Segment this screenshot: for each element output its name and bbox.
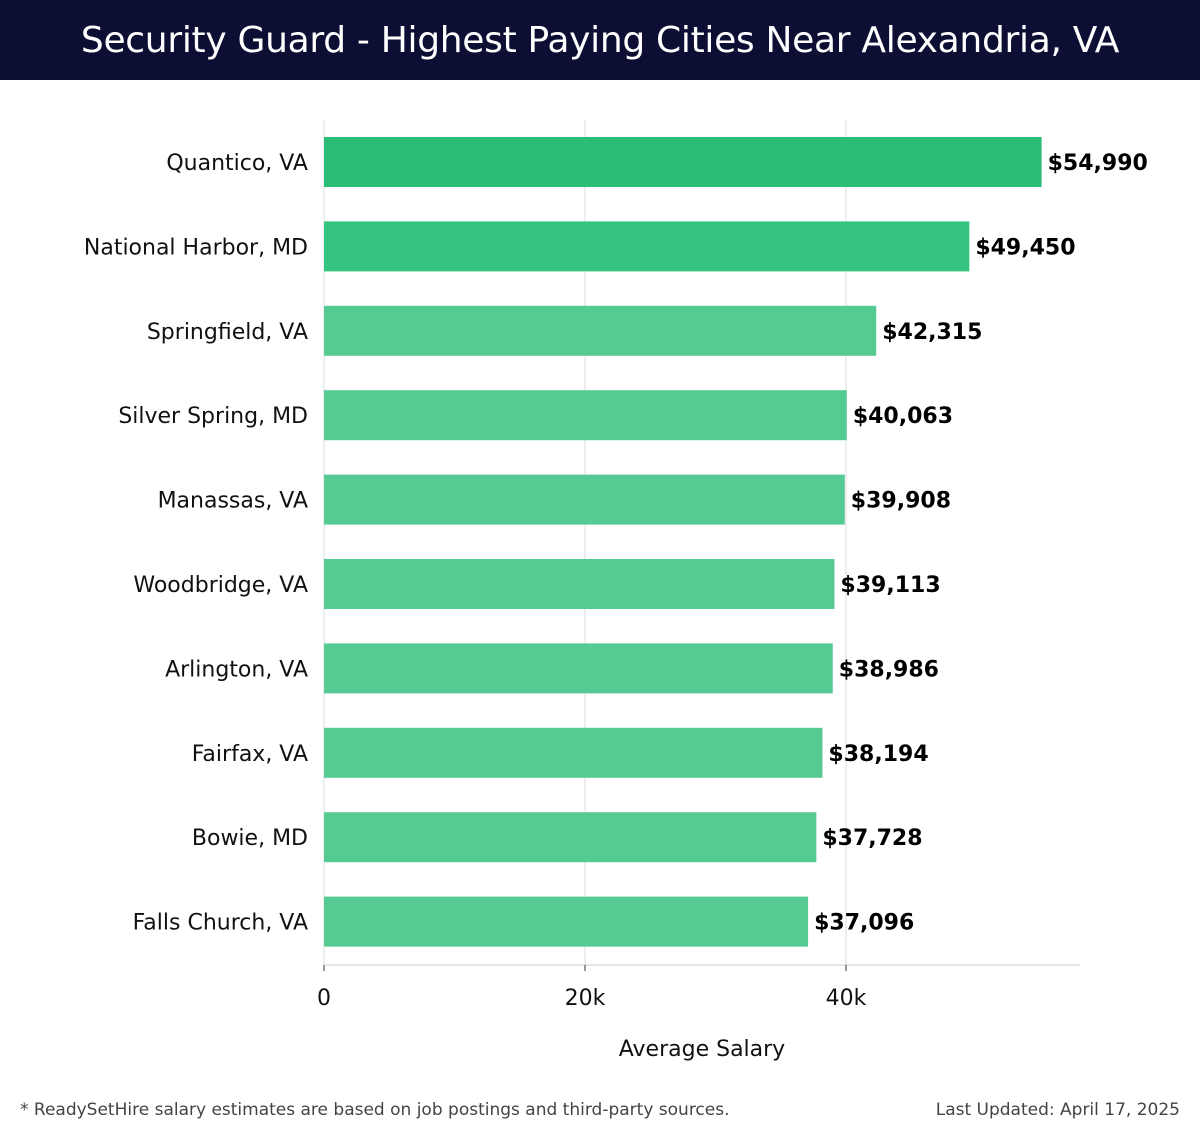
category-label: Manassas, VA bbox=[158, 489, 308, 514]
bar bbox=[324, 812, 817, 863]
value-label: $39,908 bbox=[851, 489, 951, 514]
value-label: $37,728 bbox=[822, 826, 922, 851]
tick-label: 20k bbox=[565, 986, 606, 1011]
value-label: $38,986 bbox=[839, 657, 939, 682]
tick-label: 0 bbox=[317, 986, 331, 1011]
bar bbox=[324, 559, 835, 609]
x-axis-title: Average Salary bbox=[619, 1037, 785, 1062]
footer-note: * ReadySetHire salary estimates are base… bbox=[20, 1100, 730, 1120]
x-axis: 0 20k 40k Average Salary bbox=[317, 964, 1080, 1062]
category-label: Springfield, VA bbox=[147, 320, 308, 345]
bar bbox=[324, 896, 809, 947]
bar bbox=[324, 390, 847, 441]
title-bar: Security Guard - Highest Paying Cities N… bbox=[0, 0, 1200, 80]
category-label: Silver Spring, MD bbox=[118, 404, 308, 429]
bars bbox=[324, 137, 1042, 947]
value-label: $54,990 bbox=[1048, 151, 1148, 176]
tick-label: 40k bbox=[826, 986, 867, 1011]
value-label: $49,450 bbox=[975, 235, 1075, 260]
bar bbox=[324, 643, 833, 694]
chart-title: Security Guard - Highest Paying Cities N… bbox=[80, 19, 1120, 61]
bar bbox=[324, 221, 970, 272]
last-updated: Last Updated: April 17, 2025 bbox=[935, 1100, 1180, 1120]
category-label: Woodbridge, VA bbox=[133, 573, 308, 598]
category-label: Bowie, MD bbox=[192, 826, 308, 851]
bar bbox=[324, 727, 823, 778]
bar bbox=[324, 305, 877, 356]
bar bbox=[324, 474, 845, 525]
category-label: Fairfax, VA bbox=[192, 742, 308, 767]
value-label: $38,194 bbox=[828, 742, 928, 767]
value-label: $42,315 bbox=[882, 320, 982, 345]
labels: Quantico, VA $54,990 National Harbor, MD $4… bbox=[84, 151, 1148, 936]
category-label: Falls Church, VA bbox=[133, 911, 308, 936]
bar-chart: Quantico, VA $54,990 National Harbor, MD $4… bbox=[84, 120, 1148, 1062]
bar bbox=[324, 137, 1042, 187]
value-label: $39,113 bbox=[840, 573, 940, 598]
value-label: $40,063 bbox=[853, 404, 953, 429]
category-label: Arlington, VA bbox=[165, 657, 308, 682]
category-label: Quantico, VA bbox=[166, 151, 308, 176]
category-label: National Harbor, MD bbox=[84, 235, 308, 260]
value-label: $37,096 bbox=[814, 911, 914, 936]
